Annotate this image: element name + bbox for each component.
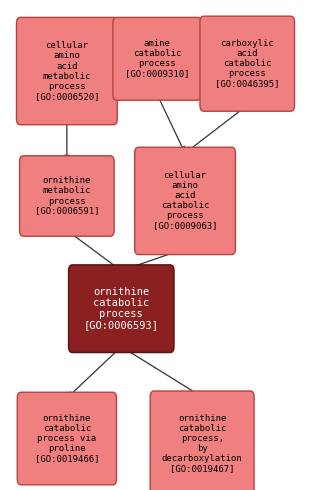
FancyBboxPatch shape <box>20 156 114 236</box>
Text: ornithine
catabolic
process
[GO:0006593]: ornithine catabolic process [GO:0006593] <box>84 287 159 330</box>
Text: amine
catabolic
process
[GO:0009310]: amine catabolic process [GO:0009310] <box>125 39 189 78</box>
Text: cellular
amino
acid
metabolic
process
[GO:0006520]: cellular amino acid metabolic process [G… <box>35 42 99 100</box>
Text: ornithine
metabolic
process
[GO:0006591]: ornithine metabolic process [GO:0006591] <box>35 176 99 216</box>
Text: ornithine
catabolic
process,
by
decarboxylation
[GO:0019467]: ornithine catabolic process, by decarbox… <box>162 414 243 473</box>
FancyBboxPatch shape <box>68 265 174 353</box>
Text: ornithine
catabolic
process via
proline
[GO:0019466]: ornithine catabolic process via proline … <box>35 414 99 463</box>
FancyBboxPatch shape <box>113 18 201 100</box>
Text: carboxylic
acid
catabolic
process
[GO:0046395]: carboxylic acid catabolic process [GO:00… <box>215 39 280 88</box>
FancyBboxPatch shape <box>16 18 117 125</box>
Text: cellular
amino
acid
catabolic
process
[GO:0009063]: cellular amino acid catabolic process [G… <box>153 172 217 230</box>
FancyBboxPatch shape <box>200 16 295 111</box>
FancyBboxPatch shape <box>17 392 116 485</box>
FancyBboxPatch shape <box>150 391 254 490</box>
FancyBboxPatch shape <box>135 147 235 255</box>
